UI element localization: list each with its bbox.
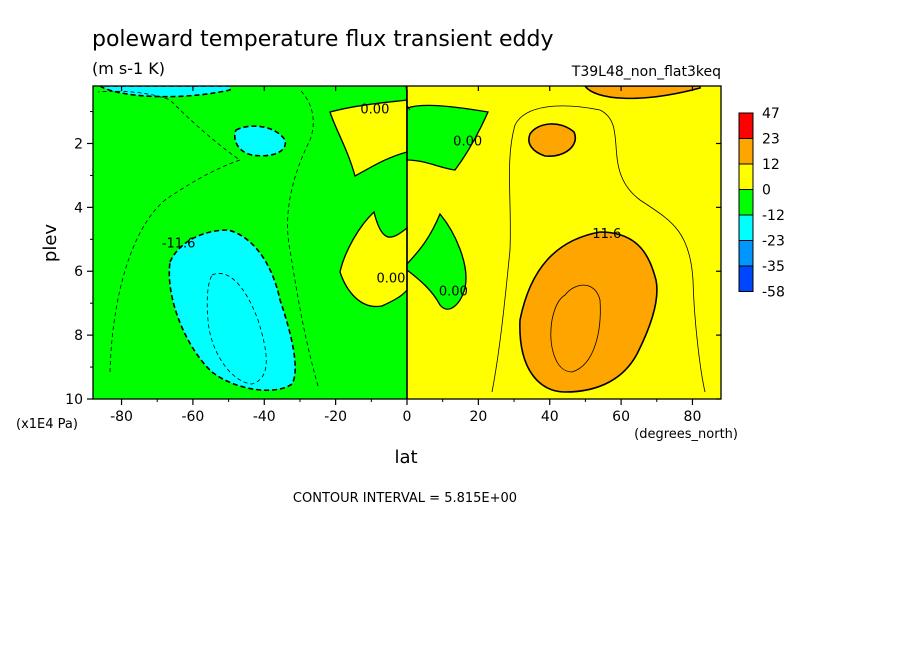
x-tick-label: 20 <box>469 409 487 425</box>
x-tick-label: -20 <box>324 409 347 425</box>
colorbar-label: 23 <box>762 132 780 148</box>
colorbar-label: -58 <box>762 285 785 301</box>
contour-label: 0.00 <box>439 284 468 299</box>
colorbar-label: -35 <box>762 259 785 275</box>
dataset-label: T39L48_non_flat3keq <box>571 64 721 80</box>
orange-core-upper <box>528 123 577 157</box>
contour-line-inner-negative <box>206 273 267 385</box>
x-tick-label: 80 <box>684 409 702 425</box>
contour-label: 0.00 <box>376 272 405 287</box>
x-tick-label: 0 <box>403 409 412 425</box>
negative-lobe-lower <box>406 212 467 310</box>
chart-units: (m s-1 K) <box>92 59 165 78</box>
contour-labels: 0.00 0.00 0.00 0.00 -11.6 11.6 <box>162 102 621 299</box>
contour-label: 0.00 <box>360 102 389 117</box>
x-tick-label: 40 <box>541 409 559 425</box>
contour-line-inner-positive <box>550 284 601 373</box>
y-axis-label: plev <box>40 224 61 263</box>
contour-label: 11.6 <box>592 227 621 242</box>
colorbar-swatch <box>738 265 754 292</box>
colorbar-label: 0 <box>762 183 771 199</box>
colorbar: 47 23 12 0 -12 -23 -35 -58 <box>738 106 785 301</box>
y-tick-label: 6 <box>74 264 83 280</box>
plot-area: 0.00 0.00 0.00 0.00 -11.6 11.6 <box>93 86 721 399</box>
colorbar-label: 12 <box>762 157 780 173</box>
y-axis-units: (x1E4 Pa) <box>16 417 78 432</box>
colorbar-swatch <box>738 163 754 190</box>
y-tick-label: 2 <box>74 136 83 152</box>
colorbar-swatch <box>738 112 754 139</box>
x-tick-label: -80 <box>110 409 133 425</box>
y-tick-label: 8 <box>74 328 83 344</box>
cyan-core-upper <box>234 125 287 157</box>
negative-lobe-upper <box>406 104 489 171</box>
colorbar-swatch <box>738 214 754 241</box>
contour-interval-label: CONTOUR INTERVAL = 5.815E+00 <box>293 491 517 506</box>
colorbar-label: -12 <box>762 208 785 224</box>
x-tick-label: 60 <box>612 409 630 425</box>
contour-label: -11.6 <box>162 237 196 252</box>
orange-core-lower <box>519 231 658 393</box>
x-axis-label: lat <box>394 447 417 468</box>
cyan-core-top <box>98 86 231 98</box>
colorbar-label: 47 <box>762 106 780 122</box>
chart-title: poleward temperature flux transient eddy <box>92 27 554 52</box>
contour-line-outer-positive <box>491 105 706 393</box>
cyan-core-lower <box>168 229 297 391</box>
colorbar-label: -23 <box>762 234 785 250</box>
positive-lobe-upper <box>329 99 408 177</box>
y-tick-label: 10 <box>65 392 83 408</box>
y-axis: 2 4 6 8 10 <box>65 111 721 408</box>
x-tick-label: -60 <box>181 409 204 425</box>
colorbar-swatch <box>738 240 754 267</box>
colorbar-swatch <box>738 138 754 165</box>
x-axis: -80 -60 -40 -20 0 20 40 60 80 <box>110 86 701 425</box>
colorbar-swatch <box>738 189 754 216</box>
contour-label: 0.00 <box>453 134 482 149</box>
contour-line-mid-negative <box>287 89 319 387</box>
x-axis-units: (degrees_north) <box>634 427 738 442</box>
positive-lobe-lower <box>339 210 408 308</box>
y-tick-label: 4 <box>74 200 83 216</box>
contour-line-outer-negative <box>97 90 241 373</box>
orange-core-top <box>584 86 701 100</box>
x-tick-label: -40 <box>253 409 276 425</box>
